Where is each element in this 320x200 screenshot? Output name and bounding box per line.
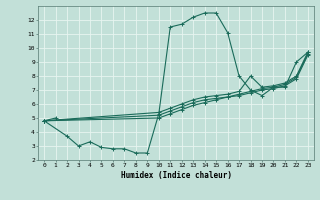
X-axis label: Humidex (Indice chaleur): Humidex (Indice chaleur) bbox=[121, 171, 231, 180]
